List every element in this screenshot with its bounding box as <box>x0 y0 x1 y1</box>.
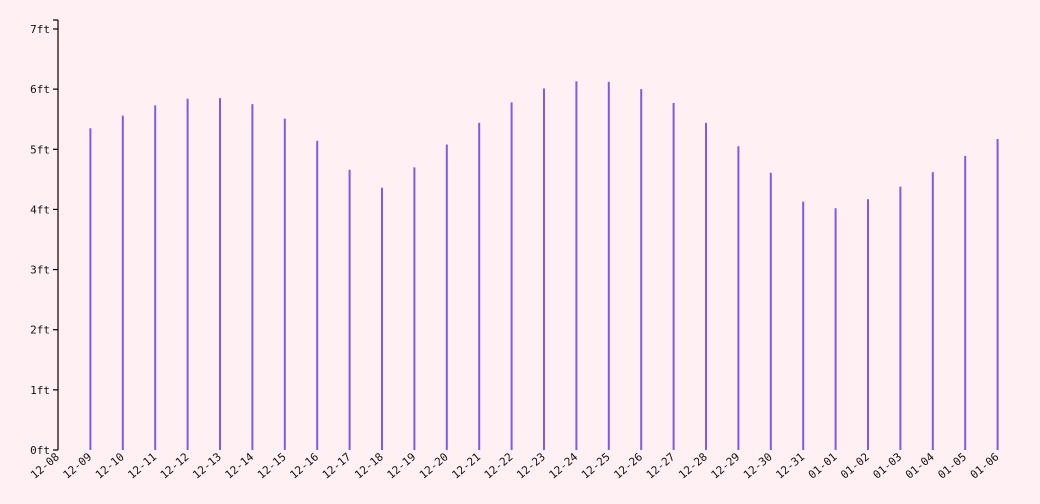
y-tick-label: 1ft <box>30 384 50 397</box>
x-tick-label: 12-19 <box>385 450 419 481</box>
x-tick-label: 12-13 <box>190 450 224 481</box>
x-tick-label: 12-29 <box>709 450 743 481</box>
y-tick-label: 5ft <box>30 143 50 156</box>
x-tick-label: 12-22 <box>482 450 516 481</box>
x-tick-label: 12-17 <box>320 450 354 481</box>
x-tick-label: 12-23 <box>514 450 548 481</box>
x-tick-label: 12-31 <box>773 450 807 481</box>
y-tick-label: 3ft <box>30 264 50 277</box>
x-tick-label: 12-09 <box>61 450 95 481</box>
x-tick-label: 01-01 <box>806 450 840 481</box>
x-tick-label: 12-27 <box>644 450 678 481</box>
x-tick-label: 01-05 <box>935 450 969 481</box>
x-tick-label: 12-18 <box>352 450 386 481</box>
y-tick-label: 4ft <box>30 203 50 216</box>
x-tick-label: 12-15 <box>255 450 289 481</box>
y-tick-label: 7ft <box>30 23 50 36</box>
x-tick-label: 12-20 <box>417 450 451 481</box>
x-tick-label: 12-11 <box>125 450 159 481</box>
x-tick-label: 12-10 <box>93 450 127 481</box>
y-tick-label: 0ft <box>30 444 50 457</box>
x-tick-label: 01-03 <box>871 450 905 481</box>
y-axis: 0ft 1ft 2ft 3ft 4ft 5ft 6ft 7ft <box>30 19 59 457</box>
bars-group <box>89 81 999 450</box>
x-tick-label: 12-12 <box>158 450 192 481</box>
x-tick-label: 12-24 <box>547 450 581 481</box>
x-tick-label: 12-28 <box>676 450 710 481</box>
x-tick-label: 12-16 <box>287 450 321 481</box>
x-tick-label: 01-04 <box>903 450 937 481</box>
x-tick-label: 12-21 <box>449 450 483 481</box>
x-tick-label: 12-14 <box>223 450 257 481</box>
x-axis: 12-0812-0912-1012-1112-1212-1312-1412-15… <box>28 450 1001 481</box>
x-tick-label: 12-25 <box>579 450 613 481</box>
y-tick-label: 6ft <box>30 83 50 96</box>
x-tick-label: 01-06 <box>968 450 1002 481</box>
x-tick-label: 12-26 <box>611 450 645 481</box>
x-tick-label: 01-02 <box>838 450 872 481</box>
x-tick-label: 12-30 <box>741 450 775 481</box>
y-tick-label: 2ft <box>30 324 50 337</box>
